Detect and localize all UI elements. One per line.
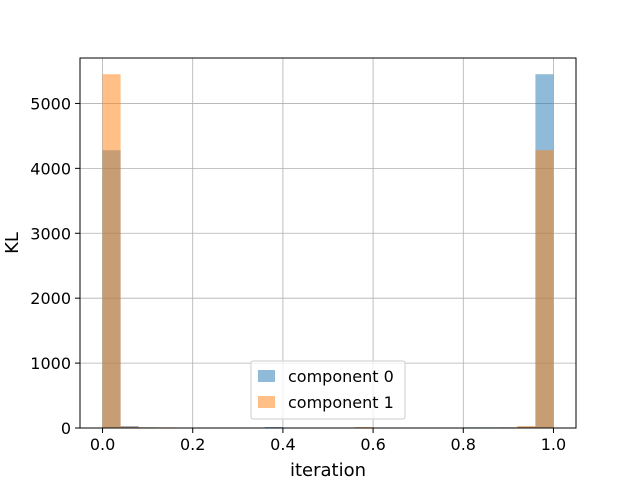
legend-label-component-0: component 0 xyxy=(288,367,394,386)
x-axis-label: iteration xyxy=(290,460,366,480)
legend-swatch-component-1 xyxy=(258,396,275,408)
y-tick-label: 1000 xyxy=(30,354,71,373)
y-tick-label: 0 xyxy=(61,419,71,438)
y-tick-label: 3000 xyxy=(30,224,71,243)
y-tick-label: 2000 xyxy=(30,289,71,308)
x-tick-label: 0.4 xyxy=(270,435,295,454)
x-tick-label: 1.0 xyxy=(541,435,566,454)
x-tick-label: 0.2 xyxy=(180,435,205,454)
legend-label-component-1: component 1 xyxy=(288,393,394,412)
legend: component 0 component 1 xyxy=(251,361,405,419)
bar-component-1 xyxy=(103,74,121,428)
y-axis-label: KL xyxy=(2,232,23,254)
bar-component-1 xyxy=(535,150,553,428)
x-tick-label: 0.0 xyxy=(90,435,115,454)
x-tick-label: 0.8 xyxy=(451,435,476,454)
y-tick-label: 4000 xyxy=(30,159,71,178)
y-tick-label: 5000 xyxy=(30,94,71,113)
x-tick-label: 0.6 xyxy=(360,435,385,454)
y-axis-ticks: 0 1000 2000 3000 4000 5000 xyxy=(30,94,80,438)
legend-swatch-component-0 xyxy=(258,370,275,382)
x-axis-ticks: 0.0 0.2 0.4 0.6 0.8 1.0 xyxy=(90,428,566,454)
